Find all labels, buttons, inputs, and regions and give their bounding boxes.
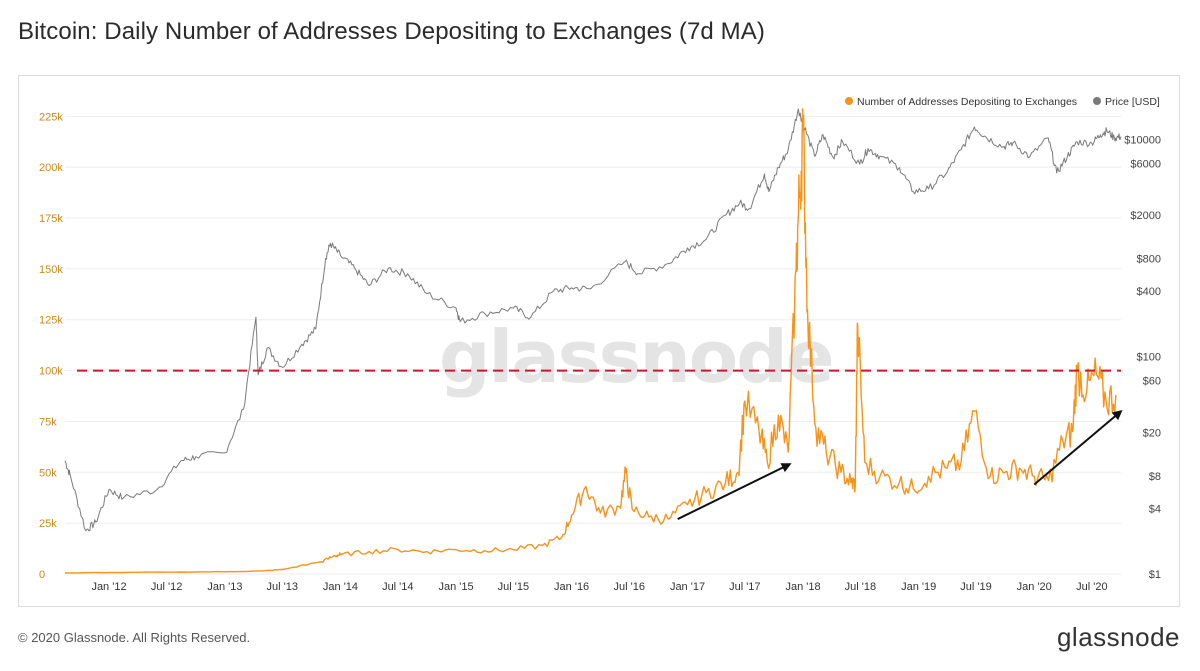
x-tick-label: Jul '16 xyxy=(614,581,645,593)
left-tick-label: 200k xyxy=(39,162,63,174)
left-tick-label: 0 xyxy=(39,569,45,581)
legend-marker xyxy=(845,97,853,105)
x-tick-label: Jan '12 xyxy=(91,581,126,593)
x-tick-label: Jan '19 xyxy=(901,581,936,593)
chart-svg: glassnode 0 25k 50k 75k 100k 125k 150k 175k 200k… xyxy=(39,96,1161,593)
chart-title: Bitcoin: Daily Number of Addresses Depos… xyxy=(18,18,765,45)
legend-label: Number of Addresses Depositing to Exchan… xyxy=(857,96,1077,108)
x-tick-label: Jan '14 xyxy=(323,581,358,593)
right-axis: $1 $4 $8 $20 $60 $100 $400 $800 $2000 $6000 $10000 xyxy=(1124,134,1161,581)
copyright-footer: © 2020 Glassnode. All Rights Reserved. xyxy=(18,630,251,645)
glassnode-logo: glassnode xyxy=(1056,622,1180,652)
left-tick-label: 225k xyxy=(39,111,63,123)
x-tick-label: Jul '17 xyxy=(729,581,760,593)
chart-panel: glassnode 0 25k 50k 75k 100k 125k 150k 175k 200k… xyxy=(18,75,1180,607)
x-tick-label: Jul '19 xyxy=(960,581,991,593)
x-tick-label: Jul '13 xyxy=(266,581,297,593)
right-tick-label: $4 xyxy=(1149,504,1161,516)
right-tick-label: $2000 xyxy=(1130,210,1161,222)
right-tick-label: $10000 xyxy=(1124,134,1161,146)
x-tick-label: Jan '18 xyxy=(786,581,821,593)
x-tick-label: Jul '20 xyxy=(1076,581,1107,593)
right-tick-label: $20 xyxy=(1143,428,1161,440)
addresses-line xyxy=(64,108,1117,574)
right-tick-label: $400 xyxy=(1137,286,1161,298)
left-tick-label: 175k xyxy=(39,213,63,225)
left-axis: 0 25k 50k 75k 100k 125k 150k 175k 200k 225k xyxy=(39,111,63,581)
watermark: glassnode xyxy=(439,315,833,399)
left-tick-label: 125k xyxy=(39,315,63,327)
x-tick-label: Jan '17 xyxy=(670,581,705,593)
left-tick-label: 25k xyxy=(39,518,57,530)
x-tick-label: Jul '18 xyxy=(845,581,876,593)
left-tick-label: 50k xyxy=(39,467,57,479)
trend-arrow xyxy=(677,463,792,520)
price-line xyxy=(64,108,1122,532)
x-tick-label: Jul '14 xyxy=(382,581,413,593)
right-tick-label: $8 xyxy=(1149,471,1161,483)
annotations xyxy=(677,409,1123,520)
left-tick-label: 100k xyxy=(39,366,63,378)
legend-marker xyxy=(1093,97,1101,105)
left-tick-label: 150k xyxy=(39,264,63,276)
legend: Number of Addresses Depositing to Exchan… xyxy=(845,96,1160,108)
x-tick-label: Jan '16 xyxy=(554,581,589,593)
right-tick-label: $60 xyxy=(1143,376,1161,388)
legend-label: Price [USD] xyxy=(1105,96,1160,108)
x-tick-label: Jan '20 xyxy=(1017,581,1052,593)
right-tick-label: $100 xyxy=(1137,352,1161,364)
x-tick-label: Jul '15 xyxy=(498,581,529,593)
x-tick-label: Jan '15 xyxy=(438,581,473,593)
trend-arrow xyxy=(1033,409,1123,486)
x-axis: Jan '12 Jul '12 Jan '13 Jul '13 Jan '14 Jul '… xyxy=(91,581,1107,593)
right-tick-label: $6000 xyxy=(1130,158,1161,170)
x-tick-label: Jul '12 xyxy=(151,581,182,593)
series-layer xyxy=(64,108,1122,574)
x-tick-label: Jan '13 xyxy=(207,581,242,593)
right-tick-label: $800 xyxy=(1137,253,1161,265)
left-tick-label: 75k xyxy=(39,416,57,428)
right-tick-label: $1 xyxy=(1149,569,1161,581)
